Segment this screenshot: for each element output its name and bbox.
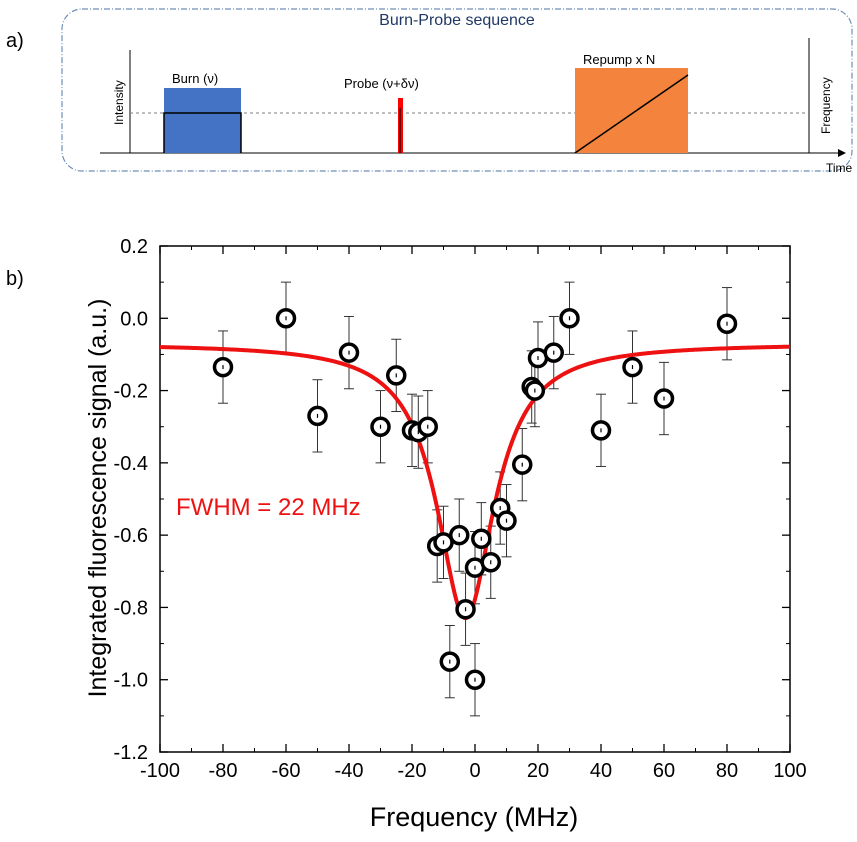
lorentzian-fit-curve [159, 344, 791, 621]
data-points [212, 308, 738, 690]
x-tick-label: 40 [590, 760, 612, 782]
y-tick-label: -1.0 [114, 670, 148, 692]
x-tick-label: 0 [469, 760, 480, 782]
y-axis-title: Integrated fluorescence signal (a.u.) [84, 299, 112, 698]
schematic-frame [61, 8, 853, 172]
burn-label: Burn (ν) [172, 71, 218, 86]
y-tick-label: -0.6 [114, 525, 148, 547]
burn-pulse [164, 88, 241, 153]
y-tick-label: 0.2 [120, 236, 148, 258]
repump-sweep-line [574, 74, 689, 154]
x-axis: -100 -80 -60 -40 -20 0 20 40 60 80 100 [140, 246, 807, 782]
repump-pulse [575, 68, 688, 153]
x-tick-label: -20 [398, 760, 427, 782]
y-tick-label: -1.2 [114, 742, 148, 764]
panel-b-label: b) [6, 268, 24, 290]
y-tick-label: -0.8 [114, 597, 148, 619]
x-tick-label: -60 [272, 760, 301, 782]
repump-label: Repump x N [583, 52, 655, 67]
burn-probe-schematic: Burn-Probe sequence Time Intensity Frequ… [61, 8, 853, 175]
y-tick-label: -0.2 [114, 381, 148, 403]
schematic-title: Burn-Probe sequence [379, 12, 535, 29]
intensity-label: Intensity [112, 80, 126, 125]
y-axis: 0.2 0.0 -0.2 -0.4 -0.6 -0.8 -1.0 -1.2 [114, 236, 790, 764]
x-axis-title: Frequency (MHz) [370, 802, 579, 832]
x-tick-label: 60 [653, 760, 675, 782]
x-tick-label: 80 [716, 760, 738, 782]
y-tick-label: 0.0 [120, 308, 148, 330]
burn-frequency-trace [163, 112, 242, 153]
x-tick-label: -100 [140, 760, 180, 782]
frequency-axis-label: Frequency [819, 77, 833, 134]
time-label: Time [826, 161, 853, 175]
y-tick-label: -0.4 [114, 453, 148, 475]
panel-a-label: a) [6, 30, 24, 52]
fwhm-annotation: FWHM = 22 MHz [176, 494, 361, 521]
probe-label: Probe (ν+δν) [344, 76, 419, 91]
time-arrow-icon [838, 149, 846, 157]
x-tick-label: -40 [335, 760, 364, 782]
x-tick-label: 100 [773, 760, 806, 782]
x-tick-label: -80 [209, 760, 238, 782]
x-tick-label: 20 [527, 760, 549, 782]
